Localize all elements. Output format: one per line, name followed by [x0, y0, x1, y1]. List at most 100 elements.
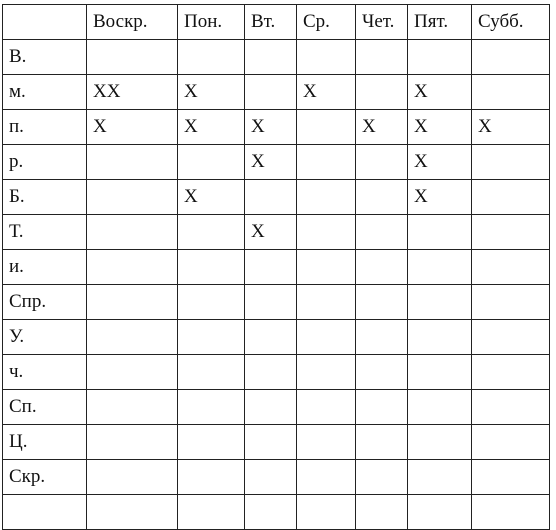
mark-cell — [244, 354, 297, 390]
mark-cell: X — [407, 74, 472, 110]
mark-cell — [407, 494, 472, 530]
mark-cell — [355, 459, 408, 495]
row-label — [2, 494, 87, 530]
column-header-tuesday: Вт. — [244, 4, 297, 40]
row-label: ч. — [2, 354, 87, 390]
mark-cell — [355, 214, 408, 250]
mark-cell — [244, 319, 297, 355]
mark-cell — [355, 39, 408, 75]
row-label: Ц. — [2, 424, 87, 460]
table-row: Сп. — [2, 389, 550, 425]
table-row — [2, 494, 550, 530]
mark-cell: X — [471, 109, 550, 145]
mark-cell — [86, 319, 178, 355]
mark-cell — [177, 354, 245, 390]
mark-cell — [86, 424, 178, 460]
table-row: м. XX X X X — [2, 74, 550, 110]
table-row: Спр. — [2, 284, 550, 320]
table-row: У. — [2, 319, 550, 355]
mark-cell — [86, 249, 178, 285]
mark-cell — [244, 424, 297, 460]
column-header-saturday: Субб. — [471, 4, 550, 40]
mark-cell — [355, 354, 408, 390]
table-row: п. X X X X X X — [2, 109, 550, 145]
weekly-tracking-table: Воскр. Пон. Вт. Ср. Чет. Пят. Субб. В. м.… — [2, 4, 550, 530]
mark-cell: XX — [86, 74, 178, 110]
table-row: В. — [2, 39, 550, 75]
row-label: Б. — [2, 179, 87, 215]
mark-cell — [86, 354, 178, 390]
header-row: Воскр. Пон. Вт. Ср. Чет. Пят. Субб. — [2, 4, 550, 40]
mark-cell — [244, 389, 297, 425]
column-header-thursday: Чет. — [355, 4, 408, 40]
mark-cell — [296, 459, 356, 495]
mark-cell — [471, 494, 550, 530]
mark-cell — [244, 284, 297, 320]
mark-cell — [177, 214, 245, 250]
mark-cell — [355, 74, 408, 110]
mark-cell — [296, 389, 356, 425]
row-label: Сп. — [2, 389, 87, 425]
table-row: р. X X — [2, 144, 550, 180]
mark-cell — [86, 284, 178, 320]
mark-cell — [86, 39, 178, 75]
mark-cell: X — [244, 109, 297, 145]
mark-cell — [244, 179, 297, 215]
mark-cell — [407, 459, 472, 495]
mark-cell — [177, 424, 245, 460]
column-header-sunday: Воскр. — [86, 4, 178, 40]
row-label: Скр. — [2, 459, 87, 495]
table-row: ч. — [2, 354, 550, 390]
mark-cell — [296, 284, 356, 320]
table-row: Ц. — [2, 424, 550, 460]
mark-cell — [355, 319, 408, 355]
mark-cell — [355, 144, 408, 180]
row-label: р. — [2, 144, 87, 180]
mark-cell — [296, 424, 356, 460]
mark-cell — [407, 319, 472, 355]
mark-cell — [177, 494, 245, 530]
mark-cell — [407, 284, 472, 320]
mark-cell — [471, 214, 550, 250]
mark-cell — [355, 494, 408, 530]
corner-cell — [2, 4, 87, 40]
mark-cell — [177, 144, 245, 180]
table-row: Б. X X — [2, 179, 550, 215]
row-label: и. — [2, 249, 87, 285]
table-row: Скр. — [2, 459, 550, 495]
mark-cell — [407, 424, 472, 460]
mark-cell — [244, 459, 297, 495]
row-label: У. — [2, 319, 87, 355]
mark-cell — [244, 249, 297, 285]
mark-cell — [471, 319, 550, 355]
mark-cell — [471, 249, 550, 285]
mark-cell — [355, 424, 408, 460]
mark-cell — [86, 389, 178, 425]
mark-cell — [177, 284, 245, 320]
mark-cell — [355, 249, 408, 285]
mark-cell — [177, 459, 245, 495]
mark-cell — [86, 144, 178, 180]
mark-cell — [177, 389, 245, 425]
mark-cell — [296, 179, 356, 215]
row-label: В. — [2, 39, 87, 75]
mark-cell — [244, 39, 297, 75]
mark-cell — [244, 494, 297, 530]
mark-cell — [471, 389, 550, 425]
table-row: и. — [2, 249, 550, 285]
mark-cell — [471, 459, 550, 495]
row-label: Т. — [2, 214, 87, 250]
mark-cell: X — [407, 144, 472, 180]
mark-cell — [355, 389, 408, 425]
mark-cell — [244, 74, 297, 110]
mark-cell — [296, 319, 356, 355]
mark-cell: X — [244, 144, 297, 180]
mark-cell — [296, 214, 356, 250]
mark-cell: X — [355, 109, 408, 145]
mark-cell — [355, 179, 408, 215]
mark-cell — [471, 179, 550, 215]
table-row: Т. X — [2, 214, 550, 250]
mark-cell — [471, 284, 550, 320]
mark-cell — [355, 284, 408, 320]
